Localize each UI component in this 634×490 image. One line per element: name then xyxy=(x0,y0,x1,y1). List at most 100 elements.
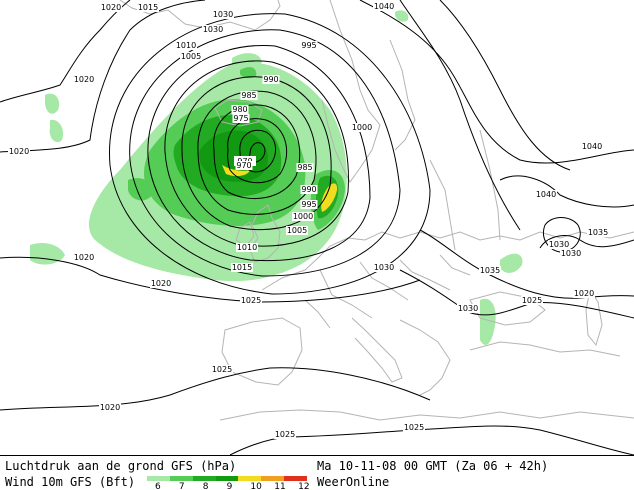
border-3 xyxy=(399,259,451,291)
isobar-label-bg xyxy=(300,41,318,50)
isobar-label: 985 xyxy=(241,91,256,100)
scale-tick-label: 12 xyxy=(298,482,310,490)
isobar-label-bg xyxy=(521,296,543,305)
isobar-label-bg xyxy=(73,253,95,262)
isobar-label: 990 xyxy=(301,185,316,194)
isobar-label-bg xyxy=(235,161,253,170)
isobar xyxy=(197,90,317,215)
isobar xyxy=(499,175,634,208)
border-1 xyxy=(319,269,373,319)
isobar-label: 1030 xyxy=(549,240,569,249)
isobar-label-bg xyxy=(240,296,262,305)
isobar-label: 1025 xyxy=(212,365,232,374)
isobar xyxy=(0,0,131,103)
isobars xyxy=(0,0,634,455)
isobar-label: 1030 xyxy=(458,304,478,313)
isobar-label: 1010 xyxy=(176,41,196,50)
isobar-label: 1000 xyxy=(293,212,313,221)
isobar-label: 1010 xyxy=(237,243,257,252)
isobar-label: 1015 xyxy=(138,3,158,12)
isobar-label-bg xyxy=(231,105,249,114)
wind-title: Wind 10m GFS (Bft) xyxy=(5,475,136,489)
isobar-label: 1040 xyxy=(582,142,602,151)
run-info: Ma 10-11-08 00 GMT (Za 06 + 42h) xyxy=(317,459,549,473)
isobar-label: 1020 xyxy=(9,147,29,156)
isobar-label-bg xyxy=(560,249,582,258)
scale-tick-label: 6 xyxy=(155,482,161,490)
coast-balkans xyxy=(399,319,451,396)
isobar xyxy=(0,0,206,153)
scale-swatch xyxy=(169,476,193,481)
chart-footer: Luchtdruk aan de grond GFS (hPa) Wind 10… xyxy=(0,455,634,490)
border-6 xyxy=(429,159,456,251)
coastlines xyxy=(119,0,634,421)
isobar-label-bg xyxy=(99,403,121,412)
brand-label: WeerOnline xyxy=(317,475,390,489)
scale-swatch xyxy=(192,476,216,481)
isobar xyxy=(359,0,634,164)
isobar-label: 1035 xyxy=(588,228,608,237)
coast-ireland xyxy=(235,221,255,247)
isobar-label: 1025 xyxy=(241,296,261,305)
wind-zone-6 xyxy=(395,10,409,22)
scale-swatch xyxy=(238,476,262,481)
isobar-label: 1025 xyxy=(275,430,295,439)
isobar-label-bg xyxy=(457,304,479,313)
isobar-label-bg xyxy=(232,114,250,123)
isobar xyxy=(399,0,521,231)
isobar-label: 995 xyxy=(301,41,316,50)
pressure-map: 970 102010151030103010401010995100510209… xyxy=(0,0,634,455)
isobar-label-bg xyxy=(212,10,234,19)
coast-uk xyxy=(249,204,281,263)
coast-italy xyxy=(351,317,403,383)
isobar xyxy=(419,229,634,299)
isobar-label: 1005 xyxy=(181,52,201,61)
isobar-label: 1030 xyxy=(213,10,233,19)
isobar-label: 1040 xyxy=(374,2,394,11)
isobar-label-bg xyxy=(587,228,609,237)
isobar-label: 980 xyxy=(232,105,247,114)
isobar-label: 1020 xyxy=(151,279,171,288)
isobar-label: 975 xyxy=(233,114,248,123)
coast-caspian xyxy=(585,288,603,347)
isobar-label: 1015 xyxy=(232,263,252,272)
isobar-label-bg xyxy=(548,240,570,249)
isobar-label-bg xyxy=(202,25,224,34)
coast-black-sea xyxy=(469,291,546,326)
isobar xyxy=(181,76,332,231)
isobar xyxy=(539,235,634,249)
isobar-label-bg xyxy=(236,243,258,252)
border-5 xyxy=(304,299,331,329)
wind-zone-6 xyxy=(30,243,65,265)
wind-zone-6 xyxy=(500,253,523,273)
isobar-label-bg xyxy=(296,163,314,172)
isobar-label: 1030 xyxy=(374,263,394,272)
wind-zone-7 xyxy=(240,67,257,79)
isobar xyxy=(164,60,349,247)
isobar-label-bg xyxy=(8,147,30,156)
wind-zone-10 xyxy=(222,165,250,177)
scale-tick-label: 7 xyxy=(178,482,185,490)
isobar-label: 1020 xyxy=(101,3,121,12)
scale-swatch xyxy=(261,476,285,481)
isobar-label-bg xyxy=(73,75,95,84)
isobar-label-bg xyxy=(535,190,557,199)
isobar-label-bg xyxy=(240,91,258,100)
isobar-label: 1040 xyxy=(536,190,556,199)
isobar-label-bg xyxy=(180,52,202,61)
isobar-label-bg xyxy=(292,212,314,221)
isobar-label: 985 xyxy=(297,163,312,172)
isobar-label: 970 xyxy=(236,161,251,170)
isobar xyxy=(109,13,431,295)
coast-scandinavia xyxy=(321,0,381,183)
wind-scale: 6 7 8 9 10 11 12 xyxy=(147,476,310,490)
border-4 xyxy=(439,254,471,276)
isobar xyxy=(399,269,634,319)
isobar-label: 1030 xyxy=(561,249,581,258)
isobar-label-bg xyxy=(300,185,318,194)
isobar-label: 990 xyxy=(263,75,278,84)
isobar-label: 1020 xyxy=(74,75,94,84)
scale-tick-label: 11 xyxy=(274,482,286,490)
